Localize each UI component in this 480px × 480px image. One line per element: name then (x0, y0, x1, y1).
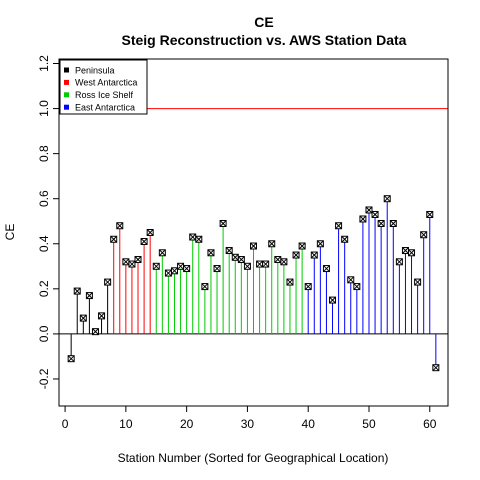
point-marker-5 (91, 328, 99, 336)
point-marker-56 (401, 247, 409, 255)
stem-series (70, 198, 437, 368)
point-marker-47 (347, 276, 355, 284)
point-markers (67, 195, 440, 372)
point-marker-45 (335, 222, 343, 230)
point-marker-33 (262, 260, 270, 268)
legend-label-2: Ross Ice Shelf (75, 90, 134, 100)
y-tick-label-7: 1.2 (37, 55, 51, 72)
legend-label-0: Peninsula (75, 65, 115, 75)
y-axis-title: CE (3, 224, 17, 241)
x-axis-title: Station Number (Sorted for Geographical … (118, 451, 389, 465)
y-axis: -0.2 0.0 0.2 0.4 0.6 0.8 1.0 1.2 (37, 55, 60, 389)
y-tick-label-6: 1.0 (37, 100, 51, 117)
point-marker-40 (304, 283, 312, 291)
point-marker-25 (213, 265, 221, 273)
x-tick-label-40: 40 (302, 417, 316, 431)
point-marker-15 (152, 262, 160, 270)
point-marker-46 (341, 235, 349, 243)
point-marker-6 (98, 312, 106, 320)
point-marker-22 (195, 235, 203, 243)
point-marker-12 (134, 256, 142, 264)
x-tick-label-60: 60 (423, 417, 437, 431)
point-marker-32 (256, 260, 264, 268)
point-marker-55 (395, 258, 403, 266)
point-marker-18 (170, 267, 178, 275)
point-marker-36 (280, 258, 288, 266)
point-marker-61 (432, 364, 440, 372)
point-marker-16 (158, 249, 166, 257)
point-marker-51 (371, 210, 379, 218)
point-marker-49 (359, 215, 367, 223)
point-marker-54 (389, 219, 397, 227)
x-axis: 0 10 20 30 40 50 60 (62, 405, 437, 431)
point-marker-20 (183, 265, 191, 273)
point-marker-7 (104, 278, 112, 286)
x-tick-label-0: 0 (62, 417, 69, 431)
point-marker-35 (274, 256, 282, 264)
point-marker-31 (250, 242, 257, 250)
x-tick-label-30: 30 (241, 417, 255, 431)
point-marker-13 (140, 238, 148, 246)
y-tick-label-0: -0.2 (37, 368, 51, 389)
y-tick-label-1: 0.0 (37, 325, 51, 342)
point-marker-39 (298, 242, 306, 250)
legend-label-3: East Antarctica (75, 103, 135, 113)
point-marker-57 (408, 249, 416, 257)
point-marker-38 (292, 251, 300, 259)
point-marker-41 (310, 251, 318, 259)
legend: Peninsula West Antarctica Ross Ice Shelf Ea… (59, 59, 148, 115)
point-marker-8 (110, 235, 118, 243)
legend-label-1: West Antarctica (75, 78, 137, 88)
point-marker-44 (329, 296, 337, 304)
point-marker-42 (316, 240, 324, 248)
point-marker-59 (420, 231, 428, 239)
point-marker-27 (225, 247, 233, 255)
chart-title: CE (254, 14, 273, 30)
point-marker-14 (146, 229, 154, 236)
legend-swatch-0 (64, 67, 69, 73)
point-marker-43 (322, 265, 330, 273)
point-marker-3 (79, 314, 87, 322)
point-marker-34 (268, 240, 276, 248)
x-tick-label-20: 20 (180, 417, 194, 431)
y-tick-label-4: 0.6 (37, 190, 51, 207)
point-marker-58 (414, 278, 422, 286)
y-tick-label-3: 0.4 (37, 235, 51, 252)
point-marker-29 (237, 256, 245, 264)
point-marker-28 (231, 253, 239, 261)
point-marker-37 (286, 278, 294, 286)
point-marker-24 (207, 249, 215, 257)
point-marker-52 (377, 219, 385, 227)
point-marker-21 (189, 233, 197, 241)
y-tick-label-5: 0.8 (37, 145, 51, 162)
legend-box (59, 59, 148, 115)
y-tick-label-2: 0.2 (37, 280, 51, 297)
legend-swatch-3 (64, 104, 69, 110)
point-marker-17 (164, 269, 172, 277)
x-tick-label-50: 50 (362, 417, 376, 431)
point-marker-48 (353, 283, 361, 291)
point-marker-26 (219, 219, 227, 227)
point-marker-53 (383, 195, 391, 203)
point-marker-4 (85, 292, 93, 300)
point-marker-23 (201, 283, 209, 291)
point-marker-19 (177, 262, 185, 270)
point-marker-2 (73, 287, 81, 295)
legend-swatch-2 (64, 92, 69, 98)
point-marker-9 (116, 222, 124, 230)
point-marker-60 (426, 210, 434, 218)
point-marker-1 (67, 355, 75, 363)
point-marker-30 (243, 262, 251, 270)
x-tick-label-10: 10 (119, 417, 133, 431)
point-marker-50 (365, 206, 373, 214)
point-marker-10 (122, 258, 130, 266)
chart-subtitle: Steig Reconstruction vs. AWS Station Dat… (122, 32, 407, 48)
legend-swatch-1 (64, 79, 69, 85)
point-marker-11 (128, 260, 136, 268)
